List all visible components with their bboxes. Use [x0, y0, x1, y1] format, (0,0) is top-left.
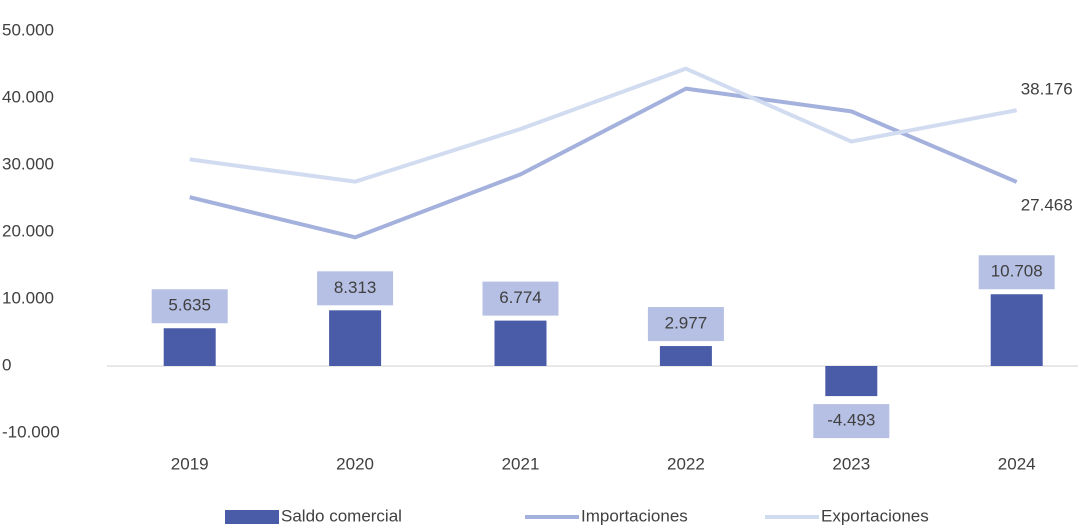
data-label-box — [978, 255, 1055, 290]
y-tick-label: 10.000 — [2, 288, 54, 307]
bar — [163, 328, 216, 366]
x-tick-label: 2020 — [336, 454, 374, 473]
y-tick-label: 30.000 — [2, 154, 54, 173]
data-label: 8.313 — [334, 278, 377, 297]
x-tick-label: 2022 — [667, 454, 705, 473]
bar — [494, 320, 547, 366]
data-label: 27.468 — [1021, 195, 1073, 214]
x-tick-label: 2023 — [832, 454, 870, 473]
line — [189, 86, 1018, 240]
x-tick-label: 2019 — [171, 454, 209, 473]
x-tick-label: 2021 — [502, 454, 540, 473]
legend-label: Importaciones — [581, 506, 688, 525]
bar — [990, 294, 1043, 366]
y-tick-label: -10.000 — [2, 422, 60, 441]
bar — [825, 366, 878, 397]
line — [189, 66, 1018, 184]
y-tick-label: 20.000 — [2, 221, 54, 240]
data-label: 10.708 — [991, 262, 1043, 281]
legend-label: Saldo comercial — [281, 506, 402, 525]
data-label: -4.493 — [827, 411, 875, 430]
data-label-box — [813, 404, 890, 439]
legend-label: Exportaciones — [821, 506, 929, 525]
bar — [329, 310, 382, 366]
y-tick-label: 50.000 — [2, 20, 54, 39]
legend-swatch — [225, 510, 279, 524]
data-label-box — [647, 307, 724, 342]
bar — [659, 346, 712, 366]
data-label: 6.774 — [499, 288, 542, 307]
data-label: 38.176 — [1021, 80, 1073, 99]
x-tick-label: 2024 — [998, 454, 1036, 473]
data-label-box — [151, 289, 228, 324]
y-tick-label: 0 — [2, 355, 11, 374]
data-label-box — [482, 281, 559, 316]
data-label: 2.977 — [665, 314, 708, 333]
data-label: 5.635 — [168, 296, 211, 315]
data-label-box — [317, 271, 394, 306]
y-tick-label: 40.000 — [2, 87, 54, 106]
